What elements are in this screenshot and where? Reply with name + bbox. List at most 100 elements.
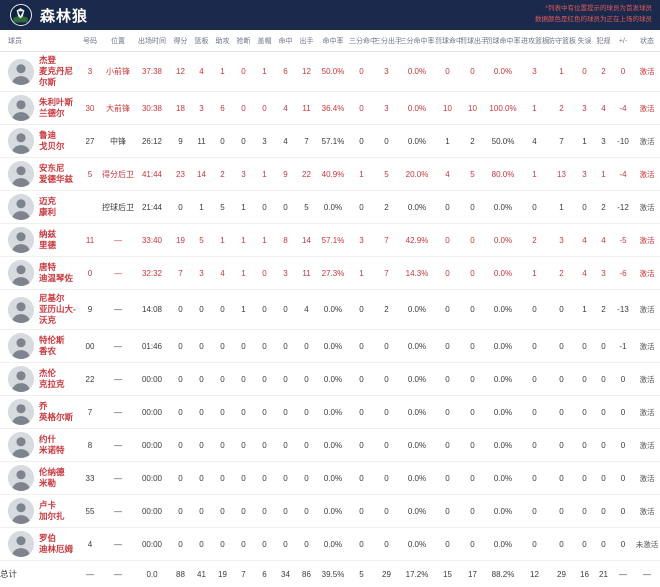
player-cell: 鲁迪 戈贝尔 bbox=[0, 124, 78, 159]
stat-cell: 0 bbox=[212, 362, 233, 397]
stat-cell: 3 bbox=[374, 51, 399, 93]
player-name-link[interactable]: 乔英格尔斯 bbox=[39, 401, 73, 423]
player-first-name: 唐特 bbox=[39, 262, 57, 273]
stat-cell: 0 bbox=[254, 527, 275, 562]
column-header-6: 助攻 bbox=[212, 30, 233, 52]
player-name-link[interactable]: 卢卡 加尔扎 bbox=[39, 500, 65, 522]
stat-cell: 0 bbox=[170, 395, 191, 430]
player-name-link[interactable]: 尼基尔 亚历山大-沃克 bbox=[39, 293, 78, 326]
player-avatar[interactable] bbox=[8, 296, 34, 323]
stat-cell: 0.0% bbox=[485, 362, 521, 397]
player-name-link[interactable]: 朱利叶斯 兰德尔 bbox=[39, 97, 73, 119]
status-badge: 激活 bbox=[633, 395, 660, 430]
table-header-row: 球员 号码 位置 出场时间 得分 篮板 助攻 抢断 盖帽 命中 出手 命中率 三分命中 三分出手 三分命中率… bbox=[0, 30, 660, 52]
stat-cell: 0 bbox=[374, 329, 399, 364]
stat-cell: -13 bbox=[613, 289, 633, 331]
player-name-link[interactable]: 罗伯 迪林厄姆 bbox=[39, 533, 73, 555]
player-name-link[interactable]: 伦纳德 米勒 bbox=[39, 467, 65, 489]
stat-cell: 1 bbox=[191, 190, 212, 225]
player-first-name: 杰登 bbox=[39, 55, 57, 65]
totals-stat-cell: 17.2% bbox=[399, 560, 435, 587]
stat-cell: 0 bbox=[460, 428, 485, 463]
stat-cell: 57.1% bbox=[317, 223, 349, 258]
stat-cell: 0 bbox=[296, 461, 317, 496]
stat-cell: 0.0% bbox=[399, 91, 435, 126]
player-avatar[interactable] bbox=[8, 260, 34, 287]
player-row: 约什 米诺特 8—00:00 0 0 0 0 0 0 0 0.0% 0 0 0.0% 0 0 0.0% 0 0 0 0 0… bbox=[0, 428, 660, 463]
player-avatar[interactable] bbox=[8, 333, 34, 360]
stat-cell: 0.0% bbox=[317, 428, 349, 463]
stat-cell: 37:38 bbox=[134, 51, 170, 93]
player-avatar[interactable] bbox=[8, 161, 34, 188]
player-last-name: 米诺特 bbox=[39, 445, 65, 456]
player-avatar[interactable] bbox=[8, 58, 34, 85]
player-avatar[interactable] bbox=[8, 95, 34, 122]
stat-cell: 0.0% bbox=[399, 494, 435, 529]
stat-cell: 41:44 bbox=[134, 157, 170, 192]
player-row: 伦纳德 米勒 33—00:00 0 0 0 0 0 0 0 0.0% 0 0 0.0% 0 0 0.0% 0 0 0 0… bbox=[0, 461, 660, 496]
stat-cell: 00:00 bbox=[134, 461, 170, 496]
stat-cell: -6 bbox=[613, 256, 633, 291]
stat-cell: 4 bbox=[275, 91, 296, 126]
player-avatar[interactable] bbox=[8, 531, 34, 558]
stat-cell: 0 bbox=[191, 395, 212, 430]
column-header-7: 抢断 bbox=[233, 30, 254, 52]
player-avatar[interactable] bbox=[8, 399, 34, 426]
stat-cell: 3 bbox=[575, 157, 594, 192]
stat-cell: 0.0% bbox=[485, 395, 521, 430]
player-name-link[interactable]: 安东尼 爱德华兹 bbox=[39, 163, 73, 185]
totals-stat-cell: — bbox=[613, 560, 633, 587]
stat-cell: 0 bbox=[575, 329, 594, 364]
player-avatar[interactable] bbox=[8, 366, 34, 393]
stat-cell: 0 bbox=[460, 494, 485, 529]
player-avatar[interactable] bbox=[8, 194, 34, 221]
player-name-link[interactable]: 鲁迪 戈贝尔 bbox=[39, 130, 65, 152]
player-avatar[interactable] bbox=[8, 432, 34, 459]
stat-cell: 0 bbox=[254, 256, 275, 291]
player-name-link[interactable]: 约什 米诺特 bbox=[39, 434, 65, 456]
stat-cell: 3 bbox=[548, 223, 575, 258]
player-name-link[interactable]: 唐特 迪温琴佐 bbox=[39, 262, 73, 284]
stat-cell: 50.0% bbox=[485, 124, 521, 159]
stat-cell: 0 bbox=[254, 190, 275, 225]
player-last-name: 兰德尔 bbox=[39, 108, 65, 119]
player-avatar[interactable] bbox=[8, 227, 34, 254]
player-name-link[interactable]: 特伦斯 香农 bbox=[39, 335, 65, 357]
player-avatar[interactable] bbox=[8, 465, 34, 492]
stat-cell: 0 bbox=[575, 527, 594, 562]
player-row: 鲁迪 戈贝尔 27 中锋 26:12 9 11 0 0 3 4 7 57.1% 0 0 0.0% 1 2 50.0%… bbox=[0, 124, 660, 159]
player-name-link[interactable]: 杰伦 克拉克 bbox=[39, 368, 65, 390]
player-cell: 尼基尔 亚历山大-沃克 bbox=[0, 289, 78, 331]
player-avatar[interactable] bbox=[8, 498, 34, 525]
stat-cell: 4 bbox=[78, 527, 102, 562]
stat-cell: 0 bbox=[275, 329, 296, 364]
stat-cell: 1 bbox=[435, 124, 460, 159]
column-header-18: 进攻篮板 bbox=[521, 30, 549, 52]
stat-cell: 00:00 bbox=[134, 362, 170, 397]
stat-cell: 1 bbox=[233, 289, 254, 331]
stat-cell: — bbox=[102, 461, 134, 496]
stat-cell: 0 bbox=[521, 494, 548, 529]
stat-cell: 0.0% bbox=[317, 190, 349, 225]
column-header-20: 失误 bbox=[575, 30, 594, 52]
player-name-link[interactable]: 迈克 康利 bbox=[39, 196, 56, 218]
stat-cell: 4 bbox=[435, 157, 460, 192]
stat-cell: 0 bbox=[435, 256, 460, 291]
player-name-link[interactable]: 纳兹 里德 bbox=[39, 229, 56, 251]
stat-cell: 33 bbox=[78, 461, 102, 496]
stat-cell: 0.0% bbox=[485, 190, 521, 225]
totals-stat-cell: 21 bbox=[594, 560, 613, 587]
stat-cell: 50.0% bbox=[317, 51, 349, 93]
stat-cell: 0 bbox=[254, 494, 275, 529]
player-avatar[interactable] bbox=[8, 128, 34, 155]
stat-cell: 0 bbox=[374, 527, 399, 562]
stat-cell: 0.0% bbox=[317, 494, 349, 529]
stat-cell: 0 bbox=[254, 91, 275, 126]
stat-cell bbox=[78, 190, 102, 225]
stat-cell: 0 bbox=[613, 395, 633, 430]
player-name-link[interactable]: 杰登 麦克丹尼尔斯 bbox=[39, 55, 78, 88]
stat-cell: 0.0% bbox=[399, 527, 435, 562]
stat-cell: 0 bbox=[613, 428, 633, 463]
player-cell: 杰伦 克拉克 bbox=[0, 362, 78, 397]
player-last-name: 爱德华兹 bbox=[39, 174, 74, 185]
